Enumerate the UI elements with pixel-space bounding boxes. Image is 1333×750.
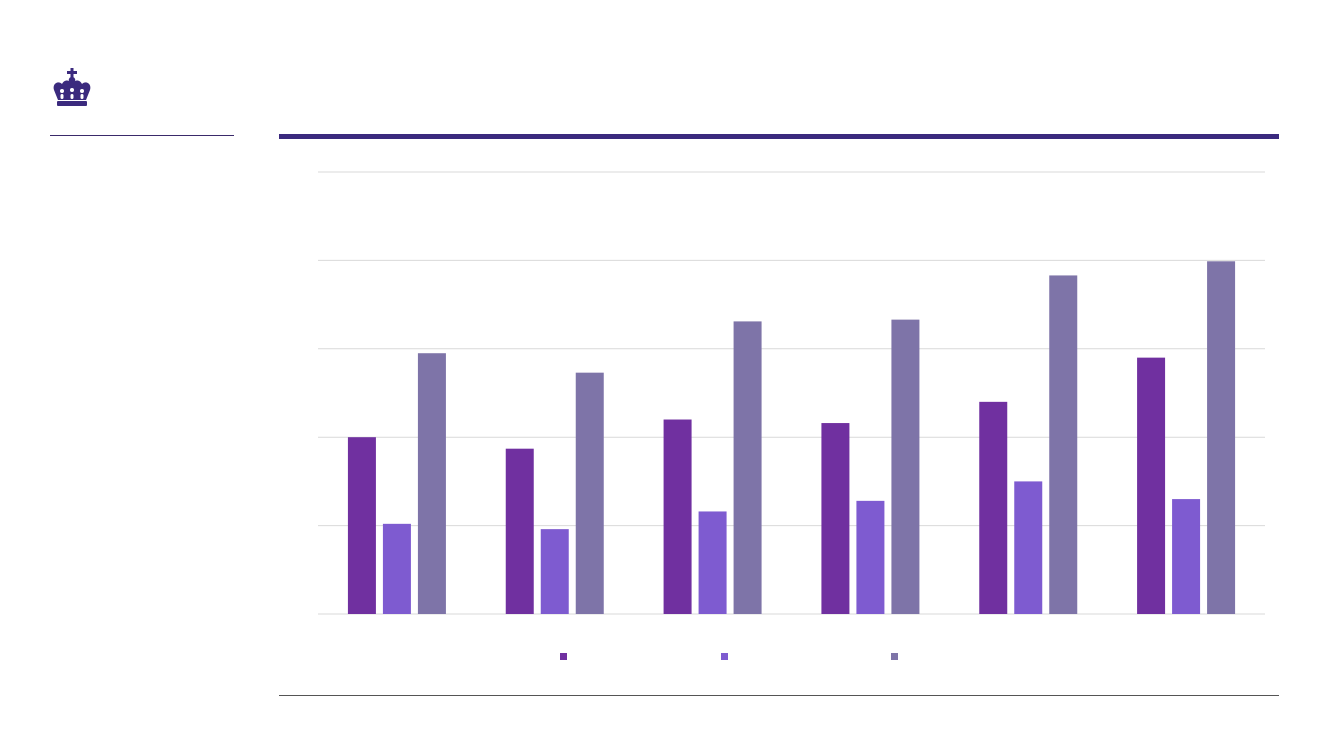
bar-series-1-cat-3 [663,419,692,614]
legend-swatch-series-1 [560,653,567,660]
bar-series-3-cat-3 [733,321,762,614]
header-rule [279,134,1279,139]
footer-rule [279,695,1279,696]
bar-series-3-cat-2 [575,372,604,614]
bar-series-1-cat-5 [979,401,1008,614]
bar-series-2-cat-6 [1172,499,1201,614]
bar-series-1-cat-2 [505,448,534,614]
bar-series-1-cat-1 [347,437,376,614]
bar-series-3-cat-1 [417,353,446,614]
legend-swatch-series-3 [891,653,898,660]
bar-series-3-cat-4 [891,319,920,614]
crown-logo-icon [53,68,91,106]
bar-series-3-cat-6 [1207,261,1236,614]
bar-series-2-cat-5 [1014,481,1043,614]
bar-series-1-cat-4 [821,423,850,614]
bar-series-3-cat-5 [1049,275,1078,614]
bar-series-2-cat-3 [698,511,727,614]
left-divider [50,135,234,136]
bar-series-1-cat-6 [1137,357,1166,614]
legend-swatch-series-2 [721,653,728,660]
bar-series-2-cat-2 [540,529,569,614]
bar-series-2-cat-1 [382,523,411,614]
bar-series-2-cat-4 [856,500,885,614]
